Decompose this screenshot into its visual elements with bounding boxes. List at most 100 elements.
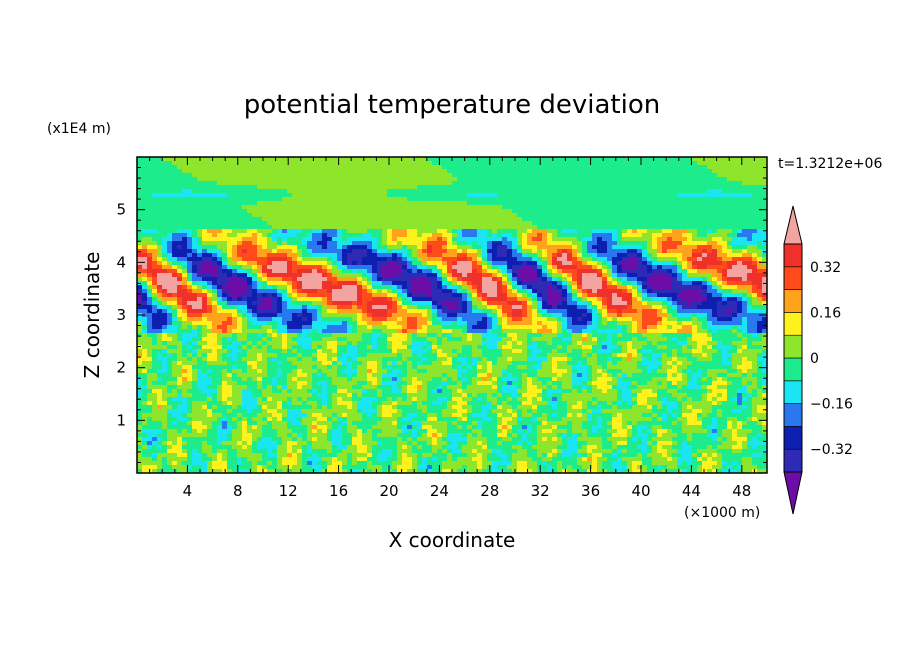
field-cell [307, 281, 313, 286]
field-cell [607, 197, 613, 202]
field-cell [192, 165, 198, 170]
field-cell [322, 241, 328, 246]
field-cell [307, 277, 313, 282]
field-cell [717, 213, 723, 218]
field-cell [192, 265, 198, 270]
field-cell [572, 193, 578, 198]
field-cell [572, 257, 578, 262]
field-cell [572, 173, 578, 178]
field-cell [247, 225, 253, 230]
field-cell [607, 269, 613, 274]
field-cell [502, 165, 508, 170]
field-cell [457, 201, 463, 206]
field-cell [542, 265, 548, 270]
field-cell [482, 225, 488, 230]
field-cell [202, 305, 208, 310]
field-cell [287, 189, 293, 194]
field-cell [672, 205, 678, 210]
field-cell [577, 289, 583, 294]
field-cell [202, 157, 208, 162]
field-cell [442, 177, 448, 182]
field-cell [302, 281, 308, 286]
field-cell [162, 281, 168, 286]
field-cell [327, 293, 333, 298]
field-cell [667, 289, 673, 294]
field-cell [662, 197, 668, 202]
field-cell [312, 313, 318, 318]
field-cell [137, 241, 143, 246]
field-cell [712, 309, 718, 314]
field-cell [677, 301, 683, 306]
field-cell [277, 293, 283, 298]
field-cell [262, 305, 268, 310]
field-cell [407, 293, 413, 298]
field-cell [427, 261, 433, 266]
field-cell [277, 281, 283, 286]
field-cell [757, 301, 763, 306]
field-cell [642, 229, 648, 234]
field-cell [497, 281, 503, 286]
field-cell [607, 301, 613, 306]
field-cell [642, 185, 648, 190]
field-cell [382, 205, 388, 210]
field-cell [417, 309, 423, 314]
field-cell [597, 201, 603, 206]
field-cell [317, 305, 323, 310]
field-cell [172, 277, 178, 282]
field-cell [752, 237, 758, 242]
field-cell [597, 225, 603, 230]
field-cell [762, 249, 767, 254]
field-cell [722, 205, 728, 210]
field-cell [407, 245, 413, 250]
field-cell [282, 209, 288, 214]
field-cell [757, 309, 763, 314]
field-cell [742, 185, 748, 190]
field-cell [302, 265, 308, 270]
field-cell [487, 165, 493, 170]
field-cell [547, 265, 553, 270]
field-cell [407, 269, 413, 274]
field-cell [367, 257, 373, 262]
field-cell [572, 241, 578, 246]
field-cell [457, 305, 463, 310]
field-cell [232, 177, 238, 182]
field-cell [227, 281, 233, 286]
field-cell [622, 169, 628, 174]
field-cell [462, 233, 468, 238]
field-cell [477, 197, 483, 202]
field-cell [632, 213, 638, 218]
field-cell [237, 205, 243, 210]
field-cell [547, 261, 553, 266]
field-cell [137, 249, 143, 254]
field-cell [662, 241, 668, 246]
field-cell [612, 169, 618, 174]
field-cell [557, 253, 563, 258]
field-cell [537, 249, 543, 254]
field-cell [492, 313, 498, 318]
field-cell [722, 289, 728, 294]
field-cell [247, 269, 253, 274]
field-cell [687, 205, 693, 210]
field-cell [207, 209, 213, 214]
field-cell [657, 281, 663, 286]
field-cell [657, 213, 663, 218]
field-cell [292, 249, 298, 254]
field-cell [682, 181, 688, 186]
field-cell [232, 169, 238, 174]
field-cell [217, 221, 223, 226]
field-cell [752, 281, 758, 286]
field-cell [447, 205, 453, 210]
field-cell [352, 193, 358, 198]
field-cell [267, 217, 273, 222]
field-cell [492, 157, 498, 162]
field-cell [312, 177, 318, 182]
field-cell [457, 265, 463, 270]
field-cell [272, 281, 278, 286]
field-cell [377, 293, 383, 298]
field-cell [752, 229, 758, 234]
field-cell [692, 161, 698, 166]
field-cell [762, 209, 767, 214]
field-cell [687, 225, 693, 230]
field-cell [537, 181, 543, 186]
field-cell [217, 265, 223, 270]
